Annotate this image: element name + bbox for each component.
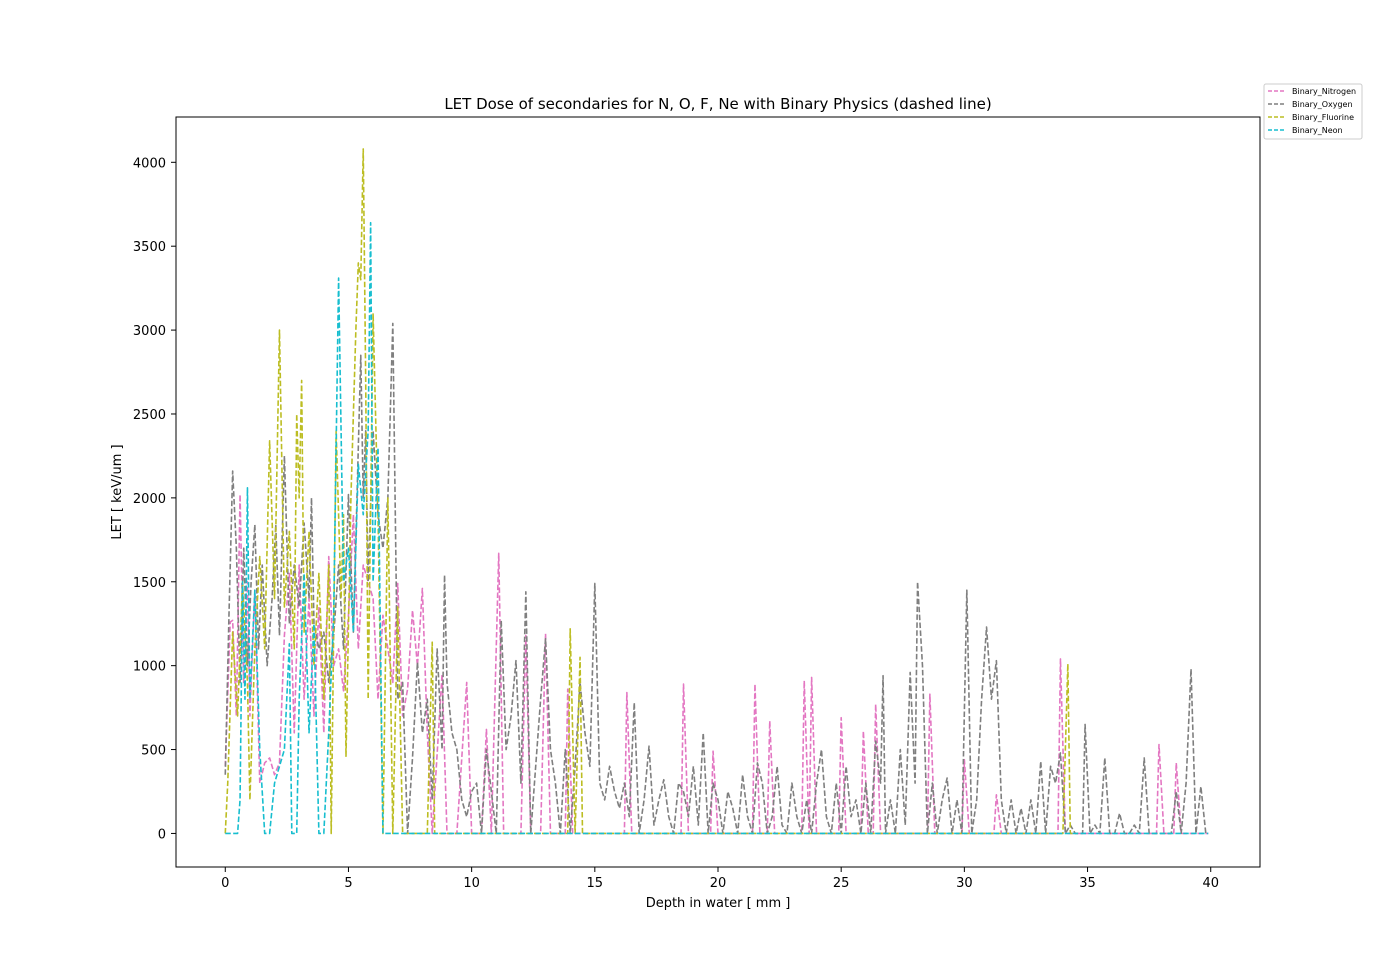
y-tick-label: 3000 [133,324,166,339]
x-axis-label: Depth in water [ mm ] [646,896,791,911]
legend-label-binary-oxygen: Binary_Oxygen [1292,100,1353,109]
y-tick-label: 0 [158,827,166,842]
x-tick-label: 30 [956,876,973,891]
y-tick-label: 4000 [133,156,166,171]
y-tick-label: 1500 [133,576,166,591]
y-tick-label: 2500 [133,408,166,423]
legend-label-binary-neon: Binary_Neon [1292,126,1343,135]
series-layer [224,148,1209,835]
x-tick-label: 40 [1202,876,1219,891]
y-tick-label: 1000 [133,660,166,675]
x-tick-label: 15 [587,876,604,891]
legend: Binary_Nitrogen Binary_Oxygen Binary_Fluor… [1263,83,1363,140]
y-axis: 0 500 1000 1500 2000 2500 3000 3500 4000 [133,156,176,842]
legend-label-binary-nitrogen: Binary_Nitrogen [1292,87,1356,96]
legend-box [1263,83,1363,140]
x-tick-label: 0 [221,876,229,891]
chart-title: LET Dose of secondaries for N, O, F, Ne … [444,95,991,113]
series-line-binary-neon [225,221,1209,835]
y-tick-label: 3500 [133,240,166,255]
y-tick-label: 500 [141,744,166,759]
y-axis-label: LET [ keV/um ] [110,444,125,539]
x-tick-label: 25 [833,876,850,891]
x-axis: 0 5 10 15 20 25 30 35 40 [221,867,1219,891]
x-tick-label: 10 [463,876,480,891]
x-tick-label: 35 [1079,876,1096,891]
legend-label-binary-fluorine: Binary_Fluorine [1292,113,1354,122]
x-tick-label: 20 [710,876,727,891]
y-tick-label: 2000 [133,492,166,507]
series-line-binary-fluorine [224,148,1076,835]
x-tick-label: 5 [344,876,352,891]
